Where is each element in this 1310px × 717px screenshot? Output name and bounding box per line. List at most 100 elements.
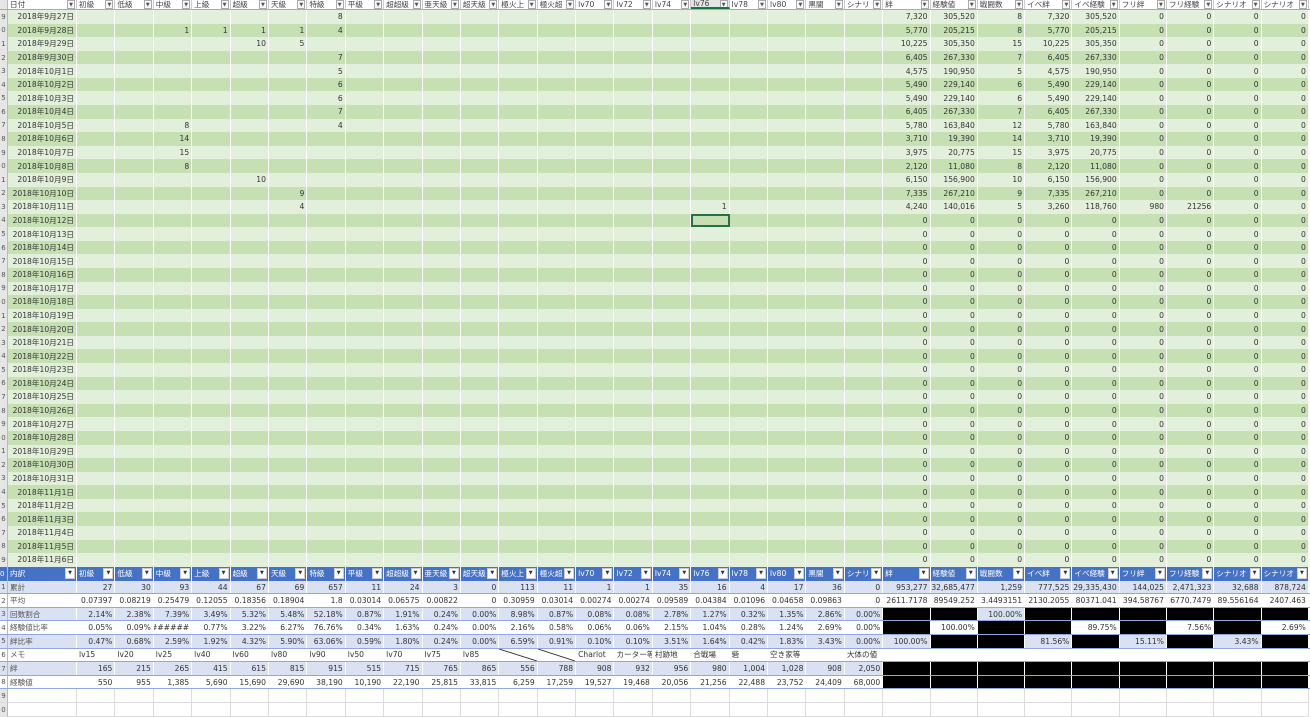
- empty-cell[interactable]: [652, 703, 692, 717]
- empty-cell[interactable]: [768, 703, 807, 717]
- count-cell[interactable]: [115, 376, 154, 391]
- summary-cell[interactable]: 砦: [729, 648, 769, 662]
- summary-header-cell[interactable]: イベ経験 ▼: [1072, 566, 1120, 581]
- summary-cell[interactable]: 0.18904: [268, 594, 308, 607]
- stat-cell[interactable]: 5: [977, 200, 1026, 214]
- count-cell[interactable]: [192, 267, 231, 282]
- stat-cell[interactable]: 0: [883, 322, 931, 336]
- stat-cell[interactable]: 0: [1166, 471, 1215, 486]
- summary-cell[interactable]: 2.86%: [806, 607, 845, 621]
- summary-cell[interactable]: 11: [537, 580, 577, 594]
- summary-cell[interactable]: 2130.2055: [1025, 594, 1073, 607]
- summary-cell[interactable]: Charlot: [576, 648, 615, 662]
- count-cell[interactable]: [691, 498, 730, 513]
- count-cell[interactable]: [384, 390, 423, 404]
- count-cell[interactable]: [768, 227, 807, 241]
- count-cell[interactable]: [422, 186, 461, 201]
- count-cell[interactable]: [499, 376, 538, 391]
- count-cell[interactable]: [115, 267, 154, 282]
- redacted-cell[interactable]: [1261, 635, 1309, 648]
- count-cell[interactable]: [115, 172, 154, 187]
- count-cell[interactable]: [614, 267, 653, 282]
- summary-cell[interactable]: 550: [77, 675, 116, 689]
- count-cell[interactable]: [153, 10, 193, 24]
- stat-cell[interactable]: 0: [1166, 417, 1215, 431]
- date-cell[interactable]: 2018年10月7日: [8, 145, 77, 160]
- count-cell[interactable]: [844, 444, 884, 459]
- date-cell[interactable]: 2018年10月9日: [8, 172, 77, 187]
- count-cell[interactable]: [499, 254, 538, 268]
- stat-cell[interactable]: 0: [1025, 376, 1073, 391]
- stat-cell[interactable]: 0: [1119, 295, 1167, 309]
- stat-cell[interactable]: 0: [1214, 50, 1262, 65]
- filter-dropdown-icon[interactable]: ▼: [918, 567, 929, 579]
- count-cell[interactable]: 1: [230, 23, 269, 38]
- summary-cell[interactable]: 0.06%: [614, 621, 653, 635]
- stat-cell[interactable]: 0: [977, 322, 1026, 336]
- count-cell[interactable]: [268, 295, 308, 309]
- stat-cell[interactable]: 0: [1166, 553, 1215, 567]
- count-cell[interactable]: [576, 525, 615, 540]
- column-header[interactable]: 初級 ▼: [77, 0, 116, 9]
- count-cell[interactable]: [499, 471, 538, 486]
- stat-cell[interactable]: 0: [1072, 240, 1120, 255]
- count-cell[interactable]: [499, 200, 538, 214]
- row-number[interactable]: 2: [0, 594, 8, 607]
- count-cell[interactable]: [652, 363, 692, 377]
- stat-cell[interactable]: 0: [1119, 417, 1167, 431]
- stat-cell[interactable]: 0: [1261, 498, 1309, 513]
- count-cell[interactable]: [691, 349, 730, 364]
- empty-cell[interactable]: [1025, 689, 1073, 704]
- stat-cell[interactable]: 0: [1261, 485, 1309, 499]
- count-cell[interactable]: [576, 390, 615, 404]
- count-cell[interactable]: [806, 308, 845, 323]
- summary-cell[interactable]: 1,259: [977, 580, 1026, 594]
- count-cell[interactable]: [614, 37, 653, 51]
- count-cell[interactable]: [77, 498, 116, 513]
- count-cell[interactable]: [307, 498, 346, 513]
- count-cell[interactable]: [268, 172, 308, 187]
- filter-dropdown-icon[interactable]: ▼: [105, 0, 114, 9]
- count-cell[interactable]: [230, 267, 269, 282]
- summary-cell[interactable]: 100.00%: [883, 635, 931, 648]
- count-cell[interactable]: [729, 281, 769, 296]
- count-cell[interactable]: [77, 37, 116, 51]
- count-cell[interactable]: [345, 295, 385, 309]
- summary-cell[interactable]: 515: [345, 662, 385, 675]
- stat-cell[interactable]: 0: [1119, 145, 1167, 160]
- count-cell[interactable]: [576, 159, 615, 173]
- count-cell[interactable]: 15: [153, 145, 193, 160]
- count-cell[interactable]: [192, 512, 231, 526]
- stat-cell[interactable]: 0: [1214, 430, 1262, 445]
- row-number[interactable]: 5: [0, 635, 8, 648]
- count-cell[interactable]: [652, 91, 692, 106]
- count-cell[interactable]: [614, 335, 653, 350]
- filter-dropdown-icon[interactable]: ▼: [67, 0, 75, 9]
- count-cell[interactable]: [537, 485, 577, 499]
- count-cell[interactable]: [537, 295, 577, 309]
- summary-cell[interactable]: 80371.041: [1072, 594, 1120, 607]
- filter-dropdown-icon[interactable]: ▼: [1202, 567, 1213, 579]
- summary-cell[interactable]: 7.39%: [153, 607, 193, 621]
- count-cell[interactable]: [576, 458, 615, 472]
- stat-cell[interactable]: 0: [1119, 281, 1167, 296]
- count-cell[interactable]: [844, 553, 884, 567]
- summary-cell[interactable]: lv90: [307, 648, 346, 662]
- count-cell[interactable]: [652, 458, 692, 472]
- count-cell[interactable]: [806, 267, 845, 282]
- count-cell[interactable]: [460, 186, 500, 201]
- stat-cell[interactable]: 0: [977, 240, 1026, 255]
- count-cell[interactable]: [192, 105, 231, 119]
- stat-cell[interactable]: 0: [1166, 172, 1215, 187]
- summary-cell[interactable]: 32,688: [1214, 580, 1262, 594]
- summary-cell[interactable]: 100.00%: [930, 621, 978, 635]
- empty-cell[interactable]: [1166, 689, 1215, 704]
- stat-cell[interactable]: 4,575: [883, 64, 931, 78]
- count-cell[interactable]: [115, 37, 154, 51]
- summary-cell[interactable]: 52.18%: [307, 607, 346, 621]
- count-cell[interactable]: [422, 363, 461, 377]
- stat-cell[interactable]: 0: [1072, 376, 1120, 391]
- count-cell[interactable]: [537, 444, 577, 459]
- count-cell[interactable]: [768, 444, 807, 459]
- count-cell[interactable]: [307, 485, 346, 499]
